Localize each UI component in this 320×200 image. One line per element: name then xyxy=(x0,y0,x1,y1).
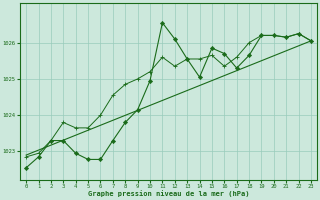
X-axis label: Graphe pression niveau de la mer (hPa): Graphe pression niveau de la mer (hPa) xyxy=(88,190,249,197)
